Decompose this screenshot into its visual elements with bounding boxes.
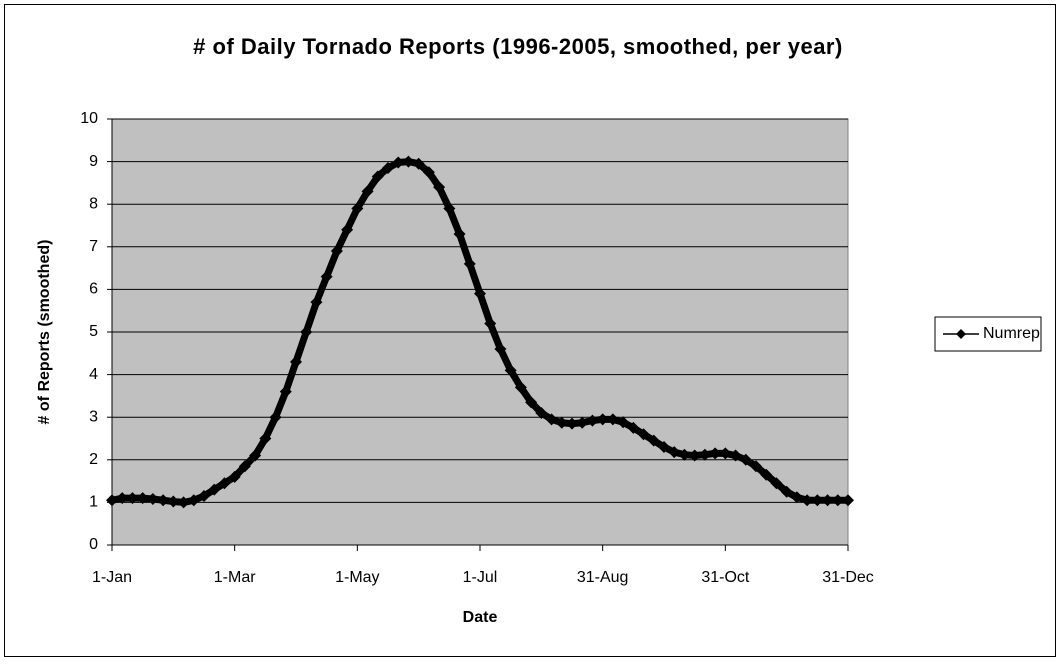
y-tick-label: 5 bbox=[89, 323, 98, 340]
y-tick-label: 0 bbox=[89, 536, 98, 553]
y-tick-label: 1 bbox=[89, 494, 98, 511]
data-point bbox=[361, 185, 374, 198]
data-point bbox=[504, 364, 517, 377]
data-point bbox=[300, 326, 313, 338]
data-point bbox=[474, 287, 486, 300]
data-point bbox=[228, 470, 241, 483]
x-tick-label: 31-Dec bbox=[822, 569, 874, 586]
data-point bbox=[606, 413, 619, 426]
data-point bbox=[106, 494, 118, 507]
data-point bbox=[146, 492, 159, 505]
data-point bbox=[463, 257, 476, 270]
data-point bbox=[218, 477, 231, 490]
data-point bbox=[351, 202, 364, 215]
x-tick-label: 1-Jan bbox=[92, 569, 132, 586]
x-tick-label: 1-Mar bbox=[214, 569, 256, 586]
y-tick-label: 3 bbox=[89, 408, 98, 425]
data-point bbox=[842, 494, 854, 507]
legend-marker bbox=[956, 329, 966, 339]
data-point bbox=[259, 432, 272, 445]
data-point bbox=[566, 417, 578, 430]
y-axis-title: # of Reports (smoothed) bbox=[36, 240, 53, 425]
data-point bbox=[494, 343, 507, 356]
y-tick-label: 6 bbox=[89, 281, 98, 298]
data-point bbox=[412, 157, 425, 170]
data-point bbox=[831, 494, 844, 507]
data-point bbox=[371, 170, 384, 183]
y-tick-label: 7 bbox=[89, 238, 98, 255]
y-tick-label: 4 bbox=[89, 366, 98, 383]
data-point bbox=[402, 155, 415, 168]
data-point bbox=[719, 447, 732, 460]
x-tick-label: 31-Aug bbox=[577, 569, 629, 586]
data-point bbox=[637, 428, 650, 441]
data-point bbox=[596, 413, 609, 426]
data-point bbox=[187, 494, 200, 507]
y-tick-label: 9 bbox=[89, 153, 98, 170]
data-point bbox=[760, 468, 773, 481]
x-tick-label: 1-Jul bbox=[463, 569, 498, 586]
y-tick-label: 2 bbox=[89, 451, 98, 468]
data-point bbox=[586, 414, 599, 427]
data-point bbox=[576, 416, 589, 429]
data-point bbox=[269, 411, 282, 424]
data-point bbox=[514, 381, 527, 394]
y-tick-label: 10 bbox=[80, 110, 98, 127]
data-point bbox=[484, 317, 497, 330]
data-point bbox=[279, 385, 292, 398]
data-point bbox=[433, 181, 446, 194]
data-point bbox=[290, 355, 302, 368]
x-axis-title: Date bbox=[463, 609, 498, 626]
data-point bbox=[320, 270, 333, 283]
data-point bbox=[116, 492, 129, 505]
data-point bbox=[790, 491, 803, 504]
data-point bbox=[801, 494, 814, 507]
data-point bbox=[709, 447, 722, 460]
data-point bbox=[443, 202, 456, 215]
data-point bbox=[341, 223, 354, 236]
data-point bbox=[750, 460, 762, 473]
data-point bbox=[535, 406, 548, 419]
data-point bbox=[167, 495, 180, 508]
data-point bbox=[647, 434, 660, 447]
data-point bbox=[238, 460, 251, 473]
data-point bbox=[658, 441, 670, 454]
data-point bbox=[249, 449, 262, 462]
data-point bbox=[422, 166, 435, 179]
data-point bbox=[821, 494, 834, 507]
data-point bbox=[617, 416, 630, 429]
data-point bbox=[392, 156, 405, 169]
data-point bbox=[545, 413, 558, 426]
legend-label: Numrep bbox=[983, 325, 1040, 342]
data-point bbox=[382, 161, 394, 174]
data-point bbox=[310, 296, 323, 309]
data-point bbox=[678, 448, 691, 461]
data-point bbox=[688, 449, 701, 462]
x-tick-label: 1-May bbox=[335, 569, 379, 586]
y-tick-label: 8 bbox=[89, 195, 98, 212]
data-point bbox=[811, 494, 824, 507]
data-point bbox=[208, 483, 221, 496]
data-point bbox=[668, 446, 681, 459]
data-point bbox=[453, 228, 466, 241]
data-point bbox=[330, 245, 343, 258]
data-point bbox=[157, 494, 170, 507]
data-point bbox=[770, 477, 783, 490]
data-point bbox=[177, 496, 190, 509]
x-tick-label: 31-Oct bbox=[701, 569, 750, 586]
data-point bbox=[136, 492, 149, 505]
data-point bbox=[198, 490, 210, 503]
data-point bbox=[555, 416, 568, 429]
data-point bbox=[525, 396, 538, 409]
chart-title: # of Daily Tornado Reports (1996-2005, s… bbox=[193, 34, 843, 59]
data-point bbox=[739, 453, 752, 466]
data-point bbox=[698, 448, 711, 461]
data-point bbox=[729, 449, 742, 462]
data-point bbox=[627, 421, 640, 434]
data-point bbox=[126, 492, 139, 505]
data-point bbox=[780, 485, 793, 498]
